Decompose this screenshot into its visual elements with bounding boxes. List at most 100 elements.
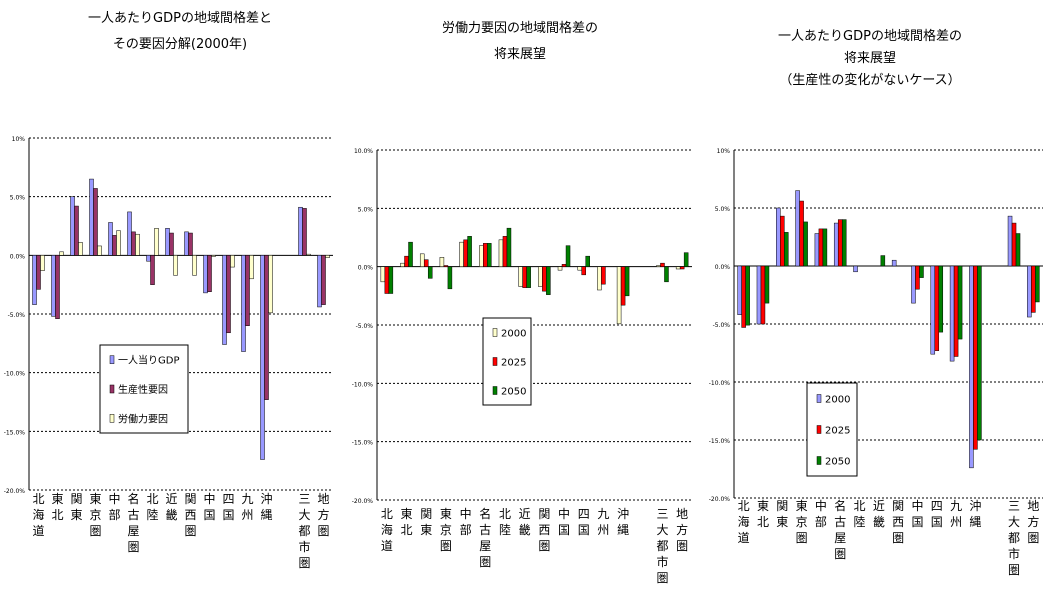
bar-労働力要因: [173, 255, 178, 276]
bar-2025: [760, 265, 766, 325]
category-label: 東北: [401, 507, 413, 537]
category-label: 北海道: [381, 507, 393, 553]
category-label: 近畿: [165, 492, 177, 522]
bar-2000: [969, 265, 974, 469]
legend-label: 2050: [825, 457, 850, 468]
bar-2025: [837, 219, 843, 267]
chart-3-title: 一人あたりGDPの地域間格差の 将来展望 （生産性の変化がないケース）: [760, 26, 980, 92]
category-label: 地方圏: [1027, 499, 1039, 545]
bar-2000: [479, 245, 484, 267]
category-label: 地方圏: [317, 492, 329, 538]
bar-2025: [1031, 265, 1036, 313]
category-label: 沖縄: [617, 507, 629, 537]
bar-2000: [597, 266, 602, 291]
bar-一人当りGDP: [70, 196, 75, 256]
y-tick-label: -10.0%: [352, 381, 374, 388]
y-tick-label: -20.0%: [709, 496, 731, 503]
category-label: 北陸: [146, 492, 158, 522]
chart-2: 10.0%5.0%0.0%-5.0%-10.0%-15.0%-20.0%北海道東…: [352, 148, 692, 585]
y-tick-label: -10.0%: [709, 380, 731, 387]
category-label: 九州: [950, 499, 962, 529]
bar-2050: [803, 221, 808, 267]
bar-2050: [957, 265, 963, 340]
bar-2025: [799, 200, 804, 267]
y-tick-label: 10%: [717, 148, 731, 155]
bar-生産性要因: [264, 255, 269, 400]
y-tick-label: -5.0%: [356, 323, 374, 330]
legend-swatch: [492, 386, 498, 395]
legend-box: [482, 317, 532, 406]
bar-一人当りGDP: [127, 211, 132, 256]
bar-一人当りGDP: [108, 222, 113, 256]
chart-1-title: 一人あたりGDPの地域間格差と その要因分解(2000年): [60, 6, 300, 58]
bar-2050: [784, 232, 789, 267]
bar-2025: [463, 239, 468, 267]
chart-3-title-line-2: 将来展望: [843, 51, 896, 66]
bar-2050: [546, 266, 551, 295]
bar-2025: [601, 266, 606, 285]
category-label: 中国: [558, 506, 570, 537]
bar-労働力要因: [306, 253, 311, 256]
y-tick-label: 10%: [12, 136, 26, 143]
bar-生産性要因: [169, 232, 174, 256]
bar-一人当りGDP: [260, 255, 265, 460]
bar-生産性要因: [74, 205, 79, 256]
bar-2050: [487, 243, 492, 267]
y-tick-label: -10.0%: [4, 371, 26, 378]
bar-2000: [930, 265, 936, 355]
bar-2050: [683, 252, 689, 267]
bar-2000: [380, 266, 386, 283]
bar-2050: [841, 219, 847, 267]
category-label: 四国: [931, 499, 943, 529]
category-label: 地方圏: [676, 507, 688, 553]
category-label: 四国: [578, 507, 590, 537]
bar-生産性要因: [302, 208, 307, 256]
category-label: 東北: [757, 499, 769, 529]
bar-2025: [483, 243, 488, 267]
y-tick-label: -15.0%: [709, 438, 731, 445]
bar-労働力要因: [154, 228, 159, 256]
legend-label: 生産性要因: [118, 383, 168, 396]
bar-2025: [741, 265, 746, 328]
legend-swatch: [109, 355, 115, 364]
bar-2025: [561, 264, 567, 267]
category-label: 中国: [911, 498, 923, 529]
bar-労働力要因: [230, 255, 235, 268]
bar-2050: [526, 266, 531, 288]
bar-労働力要因: [135, 233, 140, 256]
category-label: 関東: [420, 507, 432, 537]
bar-2050: [822, 228, 828, 267]
category-label: 名古屋圏: [127, 491, 139, 554]
bar-2050: [664, 266, 669, 283]
bar-2050: [1035, 265, 1040, 303]
category-label: 関西圏: [184, 492, 196, 538]
y-tick-label: 0.0%: [715, 264, 731, 271]
category-label: 東北: [51, 492, 63, 522]
category-label: 関東: [776, 499, 788, 529]
bar-2050: [408, 241, 413, 267]
bar-2025: [1011, 222, 1017, 267]
bar-2025: [384, 266, 390, 294]
y-tick-label: 0.0%: [358, 265, 374, 272]
category-label: 関東: [70, 492, 82, 522]
bar-2000: [776, 207, 781, 267]
bar-2050: [585, 255, 590, 267]
category-label: 東京圏: [440, 507, 452, 553]
bar-2025: [443, 265, 449, 267]
category-label: 名古屋圏: [479, 506, 491, 569]
bar-2000: [459, 241, 464, 267]
legend-label: 2050: [501, 387, 526, 398]
bar-2050: [938, 265, 944, 333]
bar-労働力要因: [268, 255, 273, 314]
legend-swatch: [109, 384, 115, 394]
bar-2000: [400, 262, 405, 267]
category-label: 九州: [597, 507, 609, 537]
bar-労働力要因: [40, 255, 45, 271]
bar-2000: [616, 266, 622, 325]
chart-2-title-line-2: 将来展望: [493, 47, 546, 62]
bar-生産性要因: [131, 231, 136, 256]
y-tick-label: -20.0%: [4, 488, 26, 495]
bar-2000: [1027, 265, 1032, 318]
bar-生産性要因: [188, 232, 193, 256]
